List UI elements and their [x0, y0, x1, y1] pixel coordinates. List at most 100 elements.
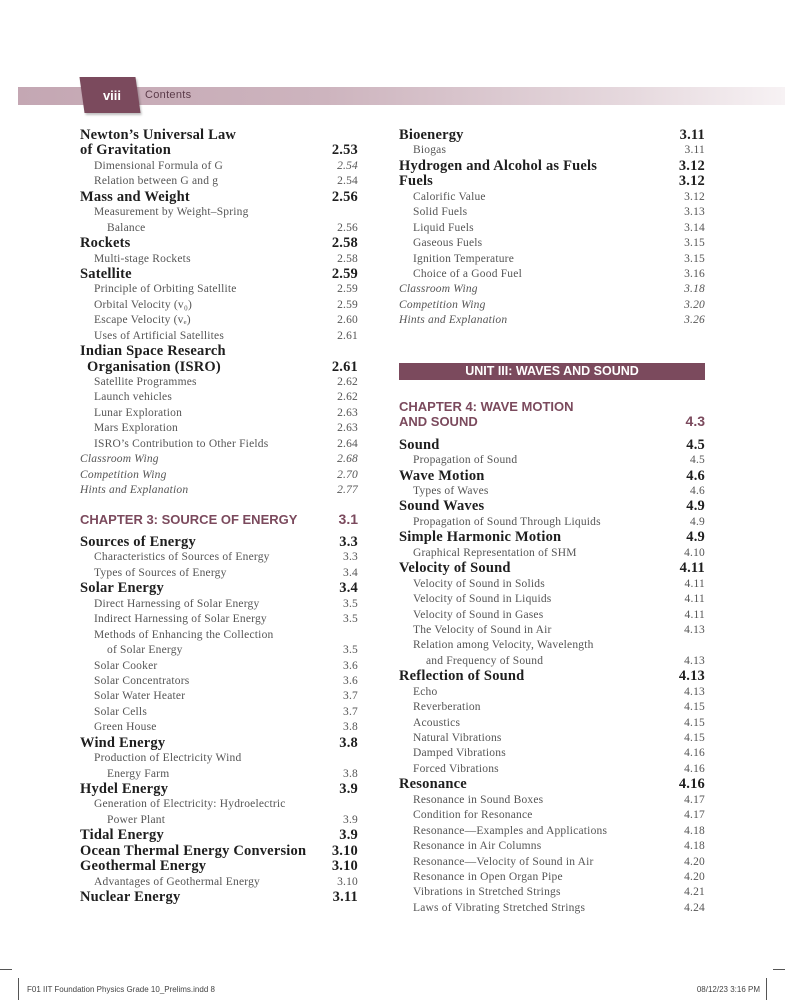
page-number: 3.11 [679, 127, 705, 143]
entry-title: Gaseous Fuels [413, 237, 483, 250]
toc-entry: Launch vehicles 2.62 [80, 390, 358, 405]
entry-title: Sound [399, 436, 440, 453]
entry-title: Reverberation [413, 701, 481, 714]
toc-entry: Sources of Energy 3.3 [80, 534, 358, 550]
toc-entry: Balance 2.56 [80, 221, 358, 236]
page-number: 3.7 [343, 690, 358, 703]
toc-entry: Laws of Vibrating Stretched Strings 4.24 [399, 901, 705, 916]
page-number: 3.10 [331, 858, 358, 875]
page-number: 4.17 [684, 793, 705, 806]
page-number: 2.63 [337, 406, 358, 419]
entry-title: Types of Sources of Energy [94, 566, 227, 579]
entry-title: Indirect Harnessing of Solar Energy [94, 613, 267, 626]
entry-title: Launch vehicles [94, 391, 173, 404]
entry-title: Solid Fuels [413, 206, 468, 219]
entry-title: Rockets [80, 235, 131, 252]
toc-entry: Newton’s Universal Law [80, 127, 358, 143]
page-number: 3.5 [343, 644, 358, 657]
toc-entry: Methods of Enhancing the Collection [80, 628, 358, 643]
page-number: 4.20 [684, 855, 705, 868]
page-number: 2.59 [331, 265, 358, 282]
entry-title: Escape Velocity (vₑ) [94, 314, 191, 327]
toc-entry: Indirect Harnessing of Solar Energy 3.5 [80, 612, 358, 627]
page-number: 4.13 [678, 668, 705, 685]
toc-entry: Organisation (ISRO) 2.61 [80, 358, 358, 375]
page-number: 4.20 [684, 870, 705, 883]
page-number: 4.13 [684, 623, 705, 636]
toc-entry: Advantages of Geothermal Energy 3.10 [80, 875, 358, 890]
chapter-heading: CHAPTER 3: SOURCE OF ENERGY 3.1 [80, 510, 358, 528]
toc-entry: Production of Electricity Wind [80, 751, 358, 766]
toc-entry: Velocity of Sound in Gases 4.11 [399, 608, 705, 623]
page-number: 3.26 [684, 314, 705, 327]
page-number: 2.62 [337, 376, 358, 388]
page-number: 3.13 [684, 206, 705, 219]
page-number: 3.12 [678, 173, 705, 190]
toc-entry: Orbital Velocity (v₀) 2.59 [80, 298, 358, 313]
toc-entry: Direct Harnessing of Solar Energy 3.5 [80, 597, 358, 612]
crop-mark [773, 969, 785, 970]
toc-entry: Geothermal Energy 3.10 [80, 858, 358, 875]
toc-entry: Power Plant 3.9 [80, 813, 358, 828]
entry-title: Nuclear Energy [80, 889, 181, 906]
toc-entry: Principle of Orbiting Satellite 2.59 [80, 282, 358, 297]
page-number: 3.7 [343, 705, 358, 718]
entry-title: Newton’s Universal Law [80, 127, 237, 143]
page-number: 3.9 [339, 781, 358, 797]
page-number: 2.54 [337, 175, 358, 188]
page-number: 4.13 [684, 654, 705, 667]
page-number: 2.61 [337, 329, 358, 342]
toc-entry: Tidal Energy 3.9 [80, 827, 358, 844]
entry-title: Resonance—Examples and Applications [413, 824, 608, 837]
entry-title: Reflection of Sound [399, 668, 525, 685]
toc-entry: Green House 3.8 [80, 720, 358, 735]
page-number: 3.1 [338, 510, 358, 527]
entry-title: Direct Harnessing of Solar Energy [94, 597, 260, 610]
toc-entry: Bioenergy 3.11 [399, 127, 705, 143]
toc-entry: Ignition Temperature 3.15 [399, 252, 705, 267]
footer-timestamp: 08/12/23 3:16 PM [696, 985, 760, 994]
entry-title: Velocity of Sound in Liquids [413, 593, 552, 606]
entry-title: Uses of Artificial Satellites [94, 329, 225, 342]
entry-title: Solar Cooker [94, 659, 158, 672]
toc-entry: Ocean Thermal Energy Conversion 3.10 [80, 843, 358, 859]
entry-title: Geothermal Energy [80, 858, 207, 875]
entry-title: Power Plant [107, 813, 166, 826]
page-number: 4.17 [684, 809, 705, 822]
page-number: 3.12 [684, 190, 705, 203]
toc-entry: Solar Concentrators 3.6 [80, 674, 358, 689]
entry-title: Types of Waves [413, 485, 489, 497]
entry-title: Velocity of Sound [399, 560, 511, 577]
entry-title: Relation among Velocity, Wavelength [413, 639, 594, 652]
page-number: 3.3 [339, 534, 358, 550]
page-number: 2.61 [331, 358, 358, 375]
entry-title: Resonance in Air Columns [413, 840, 542, 853]
toc-entry: Competition Wing 2.70 [80, 468, 358, 483]
toc-entry: Characteristics of Sources of Energy 3.3 [80, 550, 358, 565]
page-number: 3.8 [343, 721, 358, 734]
header-band [18, 87, 785, 105]
toc-entry: Graphical Representation of SHM 4.10 [399, 546, 705, 561]
page-number: 2.56 [337, 221, 358, 234]
page-number: 4.21 [684, 886, 705, 899]
toc-entry: Natural Vibrations 4.15 [399, 731, 705, 746]
entry-title: Principle of Orbiting Satellite [94, 283, 237, 296]
entry-title: Green House [94, 721, 157, 734]
entry-title: Advantages of Geothermal Energy [94, 875, 260, 888]
toc-entry: Resonance in Sound Boxes 4.17 [399, 793, 705, 808]
page-number: 4.13 [684, 685, 705, 698]
page-number: 4.3 [685, 413, 705, 430]
entry-title: UNIT III: WAVES AND SOUND [465, 363, 639, 378]
entry-title: Multi-stage Rockets [94, 252, 191, 265]
page-number: 3.3 [343, 551, 358, 564]
page-number: 4.16 [684, 747, 705, 760]
toc-entry: Multi-stage Rockets 2.58 [80, 252, 358, 267]
page-number: 4.11 [684, 577, 705, 590]
entry-title: Tidal Energy [80, 827, 164, 844]
page-number: 4.11 [684, 593, 705, 606]
toc-entry: Resonance in Open Organ Pipe 4.20 [399, 870, 705, 885]
entry-title: Wind Energy [80, 734, 166, 751]
page-number: 3.6 [343, 674, 358, 687]
toc-entry: Reverberation 4.15 [399, 700, 705, 715]
page-number: 4.24 [684, 901, 705, 914]
